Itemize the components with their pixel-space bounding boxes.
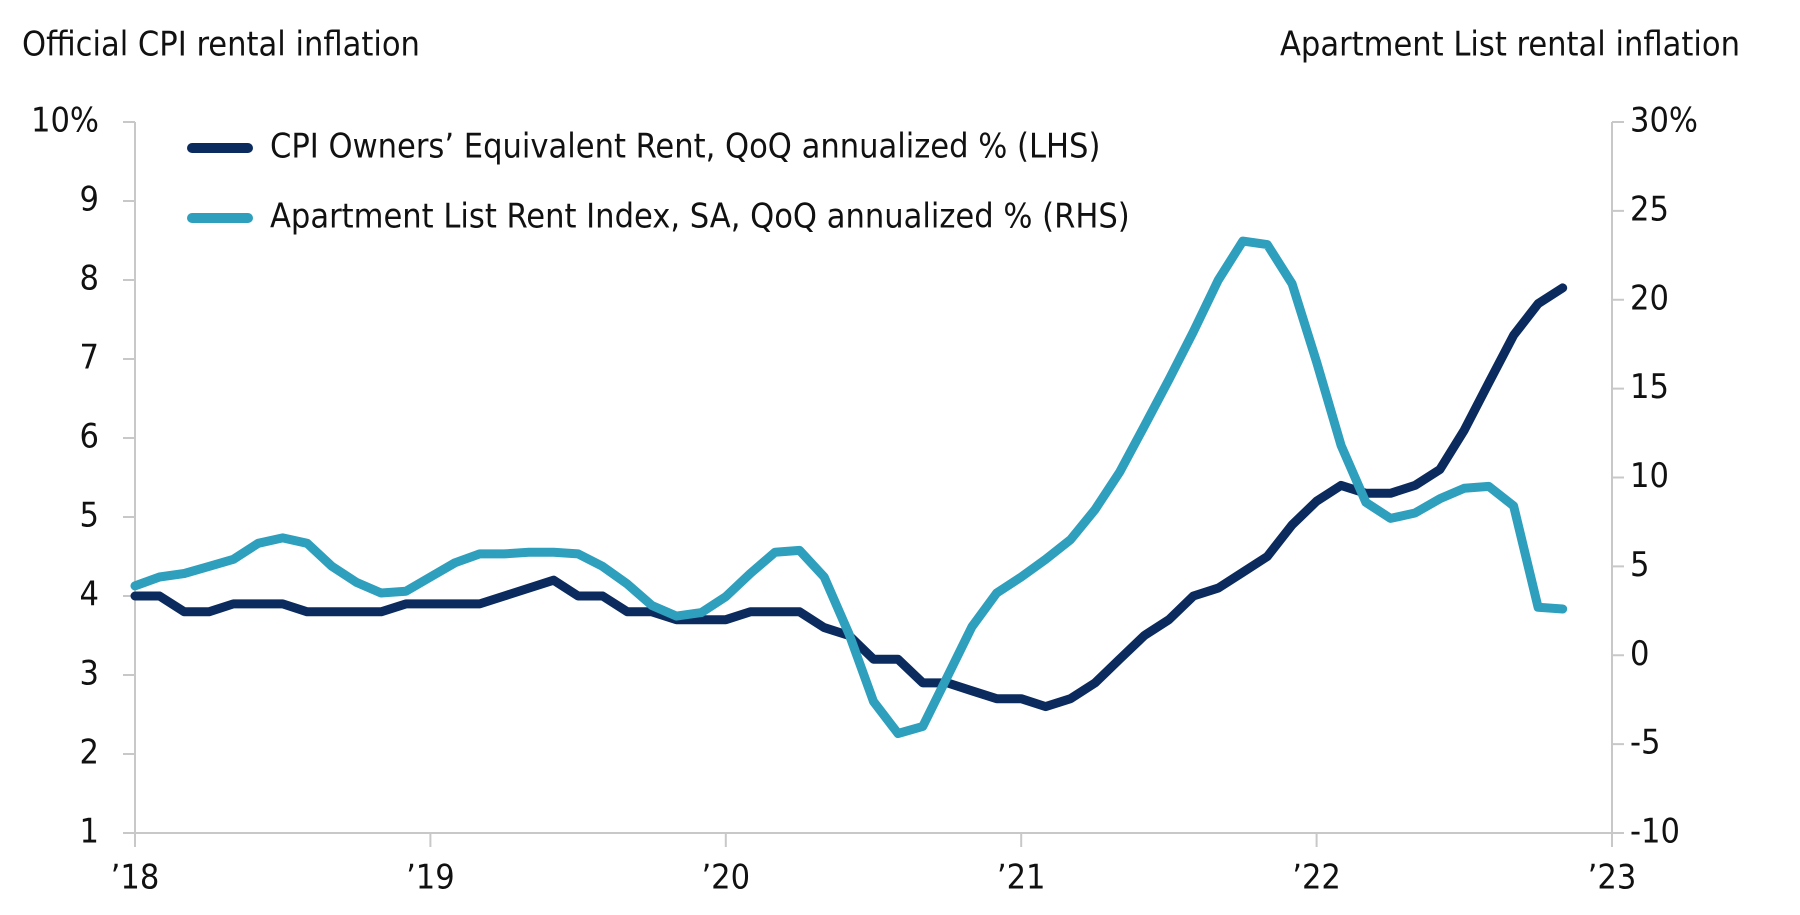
y2-tick-label: 5 [1630, 545, 1649, 585]
y2-tick-label: 10 [1630, 456, 1669, 496]
y2-axis-label: Apartment List rental inflation [1280, 25, 1740, 65]
y-tick-label: 1 [80, 812, 99, 852]
y2-tick-label: 20 [1630, 278, 1669, 318]
y2-tick-label: 15 [1630, 367, 1669, 407]
y-tick-label: 10% [31, 101, 99, 141]
y2-tick-label: 30% [1630, 101, 1698, 141]
y2-tick-label: 25 [1630, 189, 1669, 229]
x-tick-label: ’20 [701, 858, 750, 898]
y-tick-label: 2 [80, 733, 99, 773]
y-tick-label: 4 [80, 575, 99, 615]
y-tick-label: 3 [80, 654, 99, 694]
y-tick-label: 7 [80, 338, 99, 378]
y2-tick-label: 0 [1630, 634, 1649, 674]
x-tick-label: ’23 [1588, 858, 1637, 898]
y2-tick-label: -5 [1630, 723, 1661, 763]
y-tick-label: 6 [80, 417, 99, 457]
y-tick-label: 8 [80, 259, 99, 299]
x-tick-label: ’18 [111, 858, 160, 898]
legend-label: CPI Owners’ Equivalent Rent, QoQ annuali… [270, 127, 1100, 167]
y-tick-label: 5 [80, 496, 99, 536]
y2-tick-label: -10 [1630, 812, 1680, 852]
x-tick-label: ’22 [1292, 858, 1341, 898]
legend-label: Apartment List Rent Index, SA, QoQ annua… [270, 197, 1130, 237]
y-tick-label: 9 [80, 180, 99, 220]
x-tick-label: ’21 [997, 858, 1046, 898]
series-line [130, 236, 1568, 738]
x-tick-label: ’19 [406, 858, 455, 898]
y-axis-label: Official CPI rental inflation [22, 25, 420, 65]
